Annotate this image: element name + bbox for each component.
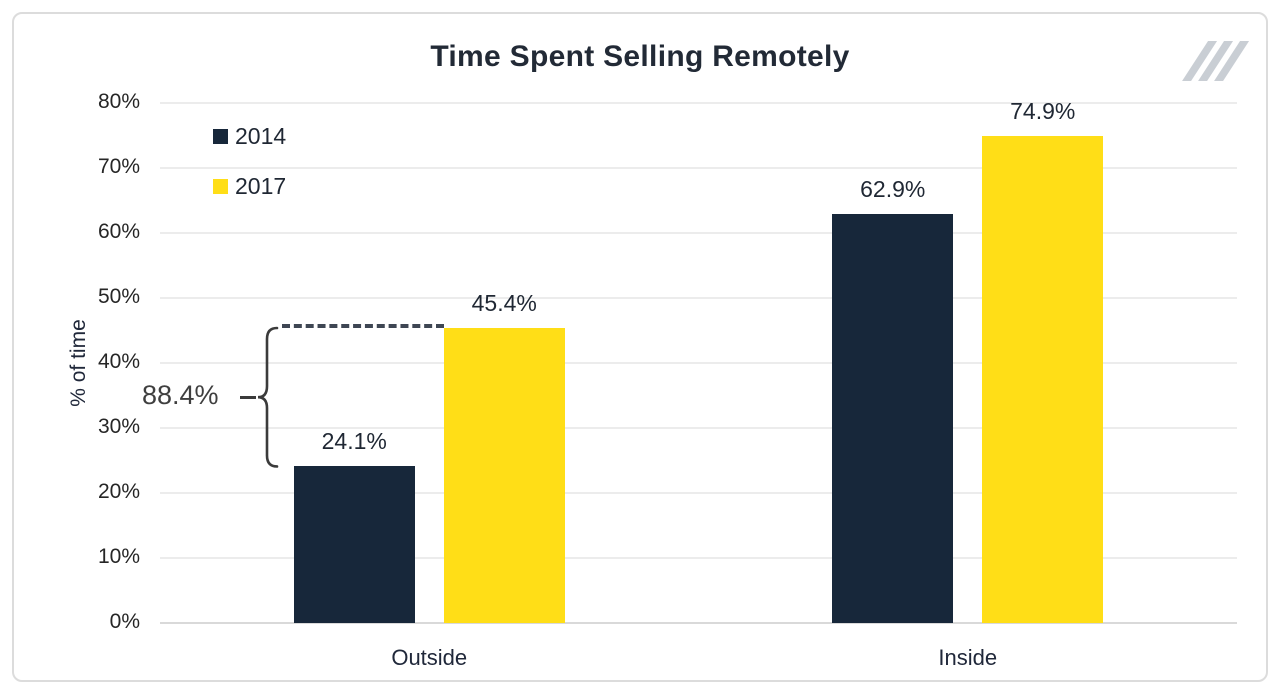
gridline	[160, 167, 1237, 169]
x-axis-line	[160, 622, 1237, 624]
y-tick-label: 50%	[97, 285, 140, 308]
y-tick-label: 80%	[97, 90, 140, 113]
y-axis-label: % of time	[66, 319, 90, 407]
legend-item-2017: 2017	[213, 172, 286, 200]
annotation-brace	[256, 326, 280, 473]
gridline	[160, 427, 1237, 429]
gridline	[160, 557, 1237, 559]
bar-value-label: 62.9%	[860, 176, 926, 203]
bar-value-label: 24.1%	[321, 428, 387, 455]
gridline	[160, 232, 1237, 234]
triple-slash-logo-icon	[1172, 38, 1252, 89]
gridline	[160, 297, 1237, 299]
bar-inside-2017	[982, 136, 1104, 623]
legend-swatch-2017	[213, 178, 228, 194]
y-tick-label: 20%	[97, 480, 140, 503]
legend-label: 2017	[235, 172, 287, 199]
gridline	[160, 492, 1237, 494]
annotation-percent-change-label: 88.4%	[142, 380, 219, 411]
category-label-inside: Inside	[938, 645, 998, 670]
legend-swatch-2014	[213, 128, 228, 144]
y-tick-label: 30%	[97, 415, 140, 438]
bar-outside-2017	[443, 327, 565, 623]
bar-inside-2014	[832, 214, 954, 623]
y-tick-label: 70%	[97, 155, 140, 178]
y-tick-label: 0%	[109, 610, 140, 633]
gridline	[160, 362, 1237, 364]
chart-title: Time Spent Selling Remotely	[430, 40, 850, 73]
bar-value-label: 74.9%	[1010, 98, 1076, 125]
category-label-outside: Outside	[391, 645, 468, 670]
y-tick-label: 40%	[97, 350, 140, 373]
annotation-dashed-line	[282, 323, 444, 328]
legend-item-2014: 2014	[213, 122, 286, 150]
bar-outside-2014	[293, 466, 415, 623]
y-tick-label: 60%	[97, 220, 140, 243]
legend-label: 2014	[235, 122, 287, 149]
bar-value-label: 45.4%	[471, 289, 537, 316]
gridline	[160, 102, 1237, 104]
y-tick-label: 10%	[97, 545, 140, 568]
legend: 2014 2017	[213, 122, 286, 222]
annotation-connector-line	[240, 395, 256, 399]
